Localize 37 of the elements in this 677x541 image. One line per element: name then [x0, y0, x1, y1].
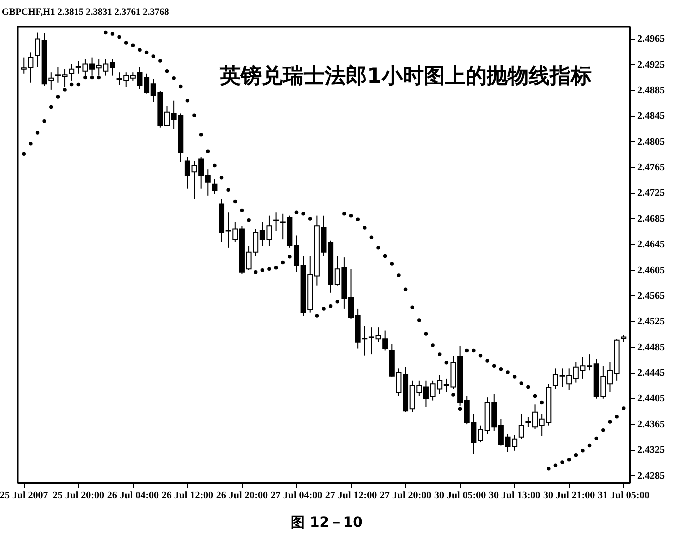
x-tick-label: 30 Jul 21:00	[544, 490, 596, 502]
y-tick-label: 2.4965	[638, 34, 665, 46]
y-tick-label: 2.4685	[638, 214, 665, 225]
candlestick	[212, 178, 218, 194]
x-tick-label: 25 Jul 2007	[0, 490, 48, 502]
y-tick-label: 2.4925	[638, 60, 665, 71]
x-tick-label: 30 Jul 13:00	[488, 490, 541, 502]
x-tick-label: 31 Jul 05:00	[598, 490, 650, 502]
y-tick-label: 2.4845	[638, 111, 665, 122]
y-tick-label: 2.4805	[638, 136, 665, 148]
y-tick-label: 2.4645	[638, 240, 665, 251]
x-tick-label: 26 Jul 12:00	[162, 490, 214, 502]
x-tick-label: 27 Jul 04:00	[270, 490, 323, 502]
candlestick	[518, 414, 524, 440]
y-tick-label: 2.4765	[638, 162, 665, 174]
y-tick-label: 2.4325	[638, 445, 665, 456]
caption: 图 12－10	[291, 515, 364, 531]
y-tick-label: 2.4565	[638, 290, 665, 302]
y-tick-label: 2.4365	[638, 419, 665, 430]
x-tick-label: 30 Jul 05:00	[434, 490, 486, 502]
y-tick-label: 2.4445	[638, 368, 665, 380]
y-tick-label: 2.4605	[638, 265, 665, 276]
y-tick-label: 2.4725	[638, 188, 665, 200]
y-tick-label: 2.4485	[638, 342, 665, 354]
candlestick	[274, 212, 280, 232]
x-tick-label: 26 Jul 20:00	[216, 490, 268, 502]
y-tick-label: 2.4285	[638, 470, 665, 482]
chart-subtitle: GBPCHF,H1 2.3815 2.3831 2.3761 2.3768	[2, 8, 170, 18]
text: 英镑兑瑞士法郎1小时图上的抛物线指标	[219, 64, 592, 88]
candlestick	[69, 64, 75, 82]
y-tick-label: 2.4525	[638, 316, 665, 328]
x-tick-label: 26 Jul 04:00	[107, 490, 160, 502]
x-tick-label: 27 Jul 20:00	[380, 490, 432, 502]
y-tick-label: 2.4885	[638, 85, 665, 96]
y-tick-label: 2.4405	[638, 394, 665, 405]
x-tick-label: 25 Jul 20:00	[52, 490, 104, 502]
x-tick-label: 27 Jul 12:00	[325, 490, 378, 502]
